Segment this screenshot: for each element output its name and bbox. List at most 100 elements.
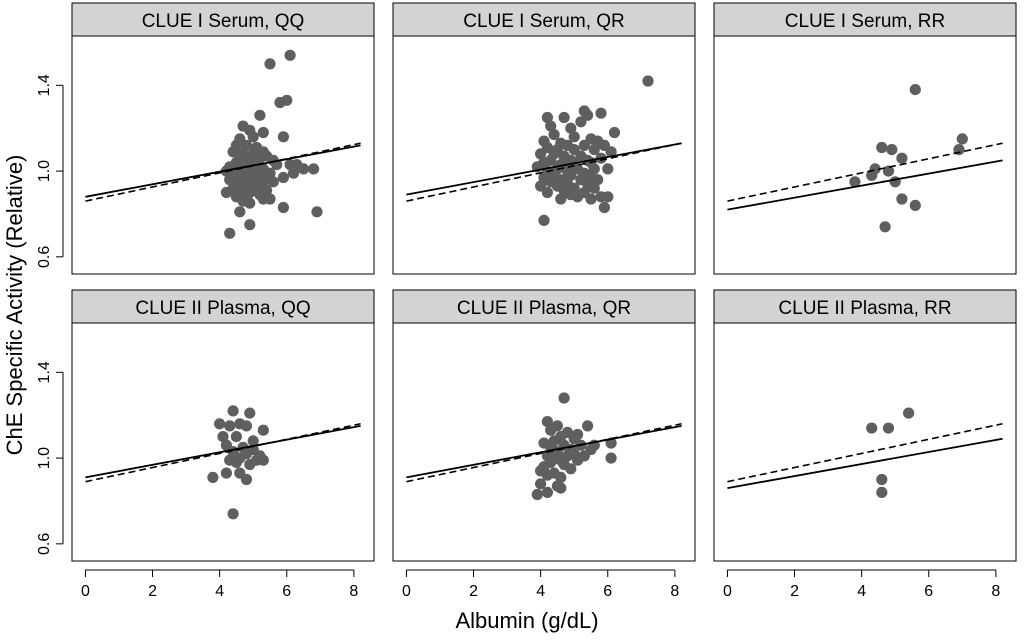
solid-fit-line [727, 437, 1003, 489]
data-point [277, 131, 289, 143]
data-point [281, 94, 293, 106]
data-point [565, 122, 577, 134]
panel-3: CLUE I Serum, RR [713, 2, 1017, 275]
panel-2: CLUE I Serum, QR [392, 2, 696, 275]
data-point [886, 144, 898, 156]
data-point [849, 176, 861, 188]
data-point [572, 454, 584, 466]
x-tick-label: 8 [991, 583, 1000, 600]
data-point [558, 392, 570, 404]
dashed-fit-line [85, 422, 361, 483]
solid-fit-line [85, 144, 361, 198]
data-point [598, 201, 611, 214]
data-point [311, 206, 323, 218]
data-point [568, 131, 580, 143]
dashed-fit-line [727, 422, 1003, 483]
data-point [224, 420, 236, 432]
data-point [220, 186, 232, 199]
x-tick-label: 2 [790, 583, 799, 600]
data-point [277, 171, 289, 184]
panel-strip [71, 2, 375, 37]
data-point [264, 193, 276, 205]
data-point [555, 471, 567, 483]
panel-plot-area [713, 322, 1017, 562]
data-point [244, 458, 256, 471]
data-point [214, 418, 226, 430]
data-points [849, 84, 968, 233]
solid-fit-line [406, 425, 682, 479]
data-point [545, 120, 557, 132]
data-point [588, 163, 600, 175]
data-point [247, 435, 259, 447]
data-point [876, 486, 888, 498]
x-tick-label: 6 [282, 583, 291, 600]
data-point [240, 473, 253, 486]
data-point [876, 141, 888, 154]
x-tick-label: 2 [148, 583, 157, 600]
data-points [866, 407, 915, 498]
data-point [896, 193, 908, 205]
x-tick-label: 0 [723, 583, 732, 600]
panel-4: CLUE II Plasma, QQ 0.6 1.0 1.4 0 2 4 6 8 [36, 289, 375, 600]
data-point [572, 191, 584, 203]
data-point [642, 75, 654, 87]
data-point [217, 431, 229, 443]
data-point [297, 163, 310, 175]
data-point [284, 49, 296, 61]
data-point [244, 219, 256, 231]
data-point [541, 186, 554, 199]
data-points [531, 75, 654, 226]
panel-title: CLUE II Plasma, QR [457, 298, 631, 319]
data-point [956, 133, 968, 145]
x-tick-label: 8 [349, 583, 358, 600]
data-point [592, 174, 604, 186]
panel-title: CLUE I Serum, RR [785, 11, 945, 32]
y-tick-label: 1.4 [36, 74, 53, 96]
panel-strip [713, 2, 1017, 37]
data-point [267, 176, 279, 188]
y-axis: 0.6 1.0 1.4 [36, 361, 64, 555]
y-tick-label: 1.4 [36, 361, 53, 383]
x-tick-label: 6 [603, 583, 612, 600]
data-point [227, 508, 239, 520]
data-point [240, 139, 253, 151]
data-point [605, 146, 617, 158]
data-point [866, 169, 878, 181]
data-point [879, 221, 891, 233]
panel-strip [392, 2, 696, 37]
data-point [277, 201, 289, 214]
data-point [882, 422, 895, 434]
panel-title: CLUE II Plasma, RR [778, 298, 951, 319]
dashed-fit-line [406, 142, 682, 202]
dashed-fit-line [727, 142, 1003, 202]
data-point [565, 169, 577, 181]
panel-6: CLUE II Plasma, RR 0 2 4 6 8 [713, 289, 1017, 600]
data-point [234, 206, 246, 218]
panels-layer: CLUE I Serum, QQ 0.6 1.0 1.4 CLUE I Serum, Q… [36, 2, 1017, 600]
panel-strip [713, 289, 1017, 324]
data-point [896, 152, 908, 164]
data-point [227, 146, 239, 158]
data-point [585, 193, 597, 205]
data-point [909, 84, 921, 96]
data-point [903, 407, 915, 419]
data-point [227, 405, 239, 417]
data-point [538, 214, 550, 226]
y-axis: 0.6 1.0 1.4 [36, 74, 64, 268]
data-point [535, 148, 547, 160]
data-point [588, 144, 600, 156]
y-tick-label: 0.6 [36, 246, 53, 268]
data-points [220, 49, 323, 239]
y-tick-label: 0.6 [36, 533, 53, 555]
x-tick-label: 6 [924, 583, 933, 600]
panel-5: CLUE II Plasma, QR 0 2 4 6 8 [392, 289, 696, 600]
panel-plot-area [713, 35, 1017, 275]
panel-title: CLUE I Serum, QQ [142, 11, 305, 32]
solid-fit-line [727, 159, 1003, 211]
data-point [257, 424, 269, 436]
y-tick-label: 1.0 [36, 160, 53, 182]
data-point [535, 478, 547, 490]
data-point [608, 126, 621, 139]
data-point [595, 107, 607, 119]
